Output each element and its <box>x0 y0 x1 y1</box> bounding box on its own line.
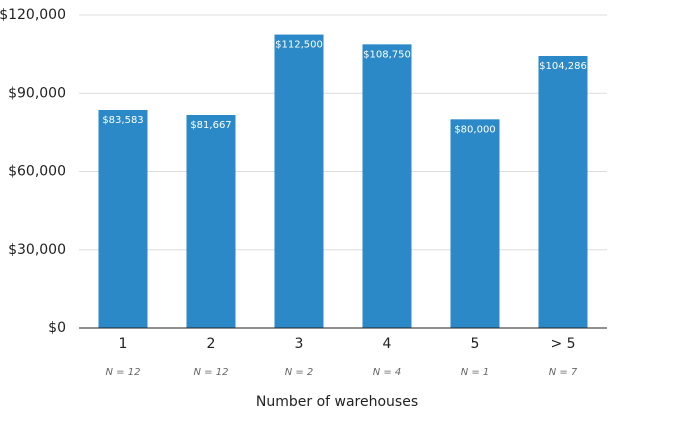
value-label: $104,286 <box>539 61 587 72</box>
x-tick-label: 1 <box>119 336 128 352</box>
bar <box>362 44 412 328</box>
bar <box>538 55 588 328</box>
category-note: N = 1 <box>461 367 490 378</box>
bar <box>186 114 236 328</box>
category-note: N = 2 <box>285 367 314 378</box>
x-tick-label: > 5 <box>550 336 575 352</box>
bar <box>98 109 148 329</box>
value-label: $112,500 <box>275 40 323 51</box>
x-tick-label: 2 <box>207 336 216 352</box>
value-label: $108,750 <box>363 49 411 60</box>
x-tick-label: 5 <box>471 336 480 352</box>
category-note: N = 7 <box>549 367 578 378</box>
category-note: N = 12 <box>194 367 229 378</box>
value-label: $83,583 <box>102 115 143 126</box>
bar <box>450 119 500 328</box>
category-note: N = 4 <box>373 367 402 378</box>
x-tick-label: 3 <box>295 336 304 352</box>
x-axis-label: Number of warehouses <box>256 394 418 410</box>
value-label: $80,000 <box>454 124 495 135</box>
x-tick-label: 4 <box>383 336 392 352</box>
y-tick-label: $120,000 <box>0 7 66 23</box>
y-tick-label: $0 <box>48 320 66 336</box>
y-tick-label: $90,000 <box>8 85 66 101</box>
bar <box>274 34 324 328</box>
category-note: N = 12 <box>106 367 141 378</box>
y-tick-label: $30,000 <box>8 242 66 258</box>
y-tick-label: $60,000 <box>8 164 66 180</box>
value-label: $81,667 <box>190 120 231 131</box>
